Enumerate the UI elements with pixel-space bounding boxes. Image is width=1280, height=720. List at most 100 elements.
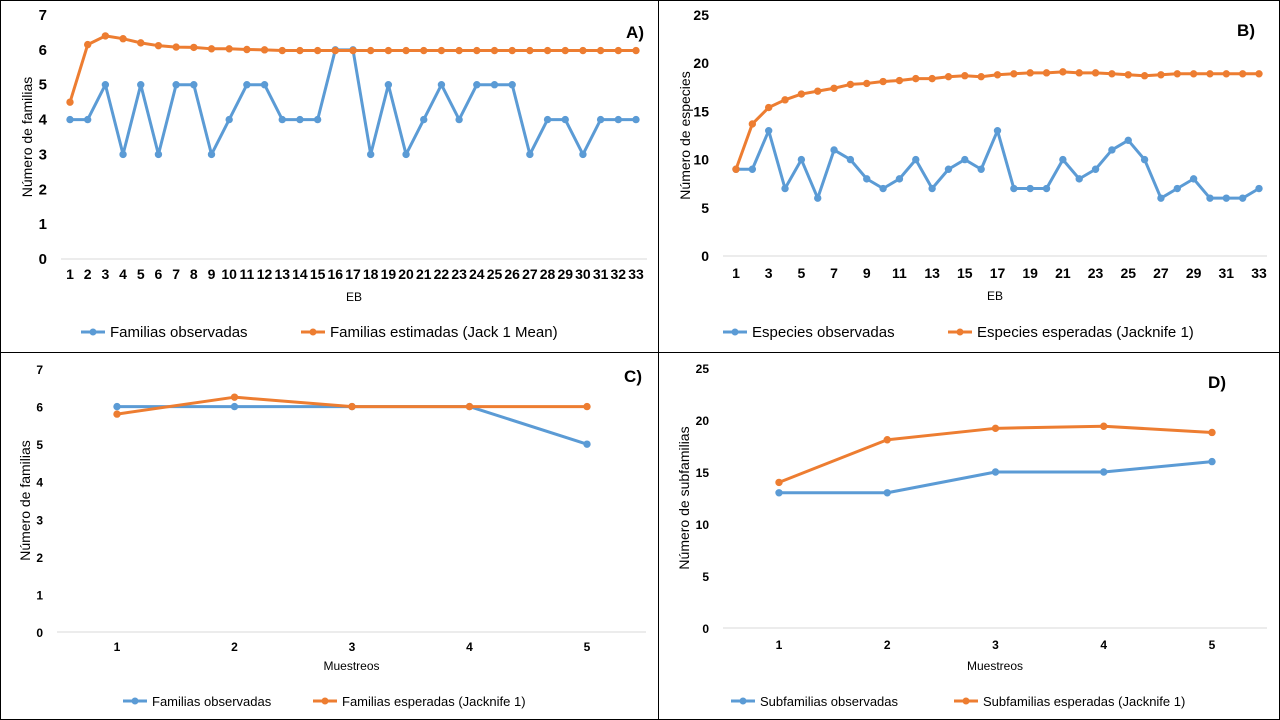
data-point bbox=[632, 46, 640, 55]
legend-label: Familias esperadas (Jacknife 1) bbox=[342, 694, 526, 709]
y-tick-label: 20 bbox=[696, 414, 710, 428]
data-point bbox=[437, 46, 446, 55]
panel-label: D) bbox=[1208, 373, 1226, 392]
legend-label: Especies esperadas (Jacknife 1) bbox=[977, 324, 1194, 341]
data-point bbox=[579, 46, 587, 55]
data-point bbox=[579, 150, 587, 159]
x-tick-label: 10 bbox=[221, 266, 237, 282]
data-point bbox=[1173, 184, 1181, 193]
x-tick-label: 1 bbox=[732, 265, 740, 281]
data-point bbox=[543, 115, 552, 124]
data-point bbox=[1026, 184, 1034, 193]
data-point bbox=[101, 32, 110, 40]
data-point bbox=[113, 402, 121, 411]
y-tick-label: 10 bbox=[693, 152, 709, 168]
y-tick-label: 5 bbox=[36, 438, 43, 452]
data-point bbox=[895, 76, 904, 85]
x-tick-label: 23 bbox=[451, 266, 467, 282]
data-point bbox=[928, 74, 936, 83]
y-tick-label: 5 bbox=[702, 570, 709, 584]
data-point bbox=[1059, 155, 1067, 164]
data-point bbox=[331, 46, 340, 55]
data-point bbox=[846, 80, 855, 89]
x-tick-label: 5 bbox=[137, 266, 145, 282]
x-tick-label: 23 bbox=[1088, 265, 1104, 281]
data-point bbox=[1208, 457, 1216, 466]
x-tick-label: 12 bbox=[257, 266, 273, 282]
x-tick-label: 13 bbox=[274, 266, 290, 282]
chart-svg-c: 0 1 2 3 4 5 6 7 1 2 3 4 5 Muestreos Número de familias… bbox=[17, 363, 646, 709]
x-tick-label: 17 bbox=[990, 265, 1006, 281]
panel-label: A) bbox=[626, 23, 644, 42]
data-point bbox=[961, 155, 969, 164]
series-line-observed bbox=[68, 48, 638, 156]
data-point bbox=[66, 98, 74, 106]
data-point bbox=[384, 81, 393, 89]
data-point bbox=[614, 115, 623, 124]
y-tick-label: 5 bbox=[701, 200, 709, 216]
x-axis-title: Muestreos bbox=[967, 659, 1023, 673]
data-point bbox=[154, 41, 163, 50]
data-point bbox=[190, 81, 198, 89]
x-tick-label: 4 bbox=[119, 266, 127, 282]
data-point bbox=[863, 79, 871, 88]
data-point bbox=[1255, 184, 1263, 193]
y-tick-label: 0 bbox=[702, 622, 709, 636]
x-axis-title: Muestreos bbox=[323, 659, 379, 673]
data-point bbox=[172, 81, 180, 89]
data-point bbox=[1075, 69, 1083, 77]
data-point bbox=[243, 81, 251, 89]
y-tick-label: 1 bbox=[36, 588, 43, 602]
data-point bbox=[912, 155, 920, 164]
data-point bbox=[1100, 468, 1108, 476]
data-point bbox=[764, 103, 773, 112]
series-line-estimated bbox=[734, 70, 1261, 171]
legend-swatch-marker bbox=[131, 697, 139, 705]
y-tick-label: 3 bbox=[36, 513, 43, 527]
x-tick-label: 2 bbox=[231, 640, 238, 654]
data-point bbox=[879, 77, 887, 86]
chart-panel-c: 0 1 2 3 4 5 6 7 1 2 3 4 5 Muestreos Número de familias… bbox=[0, 352, 659, 720]
x-tick-label: 21 bbox=[416, 266, 432, 282]
data-point bbox=[928, 184, 936, 193]
data-point bbox=[748, 120, 757, 128]
x-tick-label: 15 bbox=[957, 265, 973, 281]
x-tick-label: 5 bbox=[584, 640, 591, 654]
data-point bbox=[596, 115, 605, 124]
data-point bbox=[278, 115, 286, 124]
legend-label: Subfamilias esperadas (Jacknife 1) bbox=[983, 694, 1185, 709]
x-tick-label: 33 bbox=[1251, 265, 1267, 281]
x-tick-label: 5 bbox=[1209, 638, 1216, 652]
chart-panel-d: 0 5 10 15 20 25 1 2 3 4 5 Muestreos Número de subfam… bbox=[658, 352, 1280, 720]
data-point bbox=[260, 46, 269, 54]
data-point bbox=[420, 115, 428, 124]
y-axis-title: Número de especies bbox=[677, 71, 693, 199]
data-point bbox=[732, 165, 740, 173]
x-tick-label: 4 bbox=[466, 640, 473, 654]
data-point bbox=[991, 468, 1000, 476]
data-point bbox=[1075, 175, 1083, 183]
data-point bbox=[883, 489, 891, 497]
data-point bbox=[437, 81, 446, 89]
data-point bbox=[1189, 175, 1198, 183]
data-point bbox=[830, 146, 838, 154]
data-point bbox=[1026, 69, 1034, 77]
data-point bbox=[313, 46, 322, 55]
data-point bbox=[119, 150, 127, 159]
data-point bbox=[775, 489, 783, 497]
y-tick-label: 3 bbox=[39, 146, 47, 163]
x-tick-label: 1 bbox=[776, 638, 783, 652]
data-point bbox=[225, 115, 233, 124]
x-tick-label: 7 bbox=[172, 266, 180, 282]
data-point bbox=[614, 46, 623, 55]
y-tick-label: 0 bbox=[701, 248, 709, 264]
y-tick-label: 0 bbox=[39, 251, 47, 268]
y-tick-label: 7 bbox=[39, 7, 47, 24]
data-point bbox=[243, 45, 251, 54]
y-tick-label: 25 bbox=[696, 362, 710, 376]
panel-label: C) bbox=[624, 367, 642, 386]
x-tick-label: 7 bbox=[830, 265, 838, 281]
data-point bbox=[101, 81, 110, 89]
